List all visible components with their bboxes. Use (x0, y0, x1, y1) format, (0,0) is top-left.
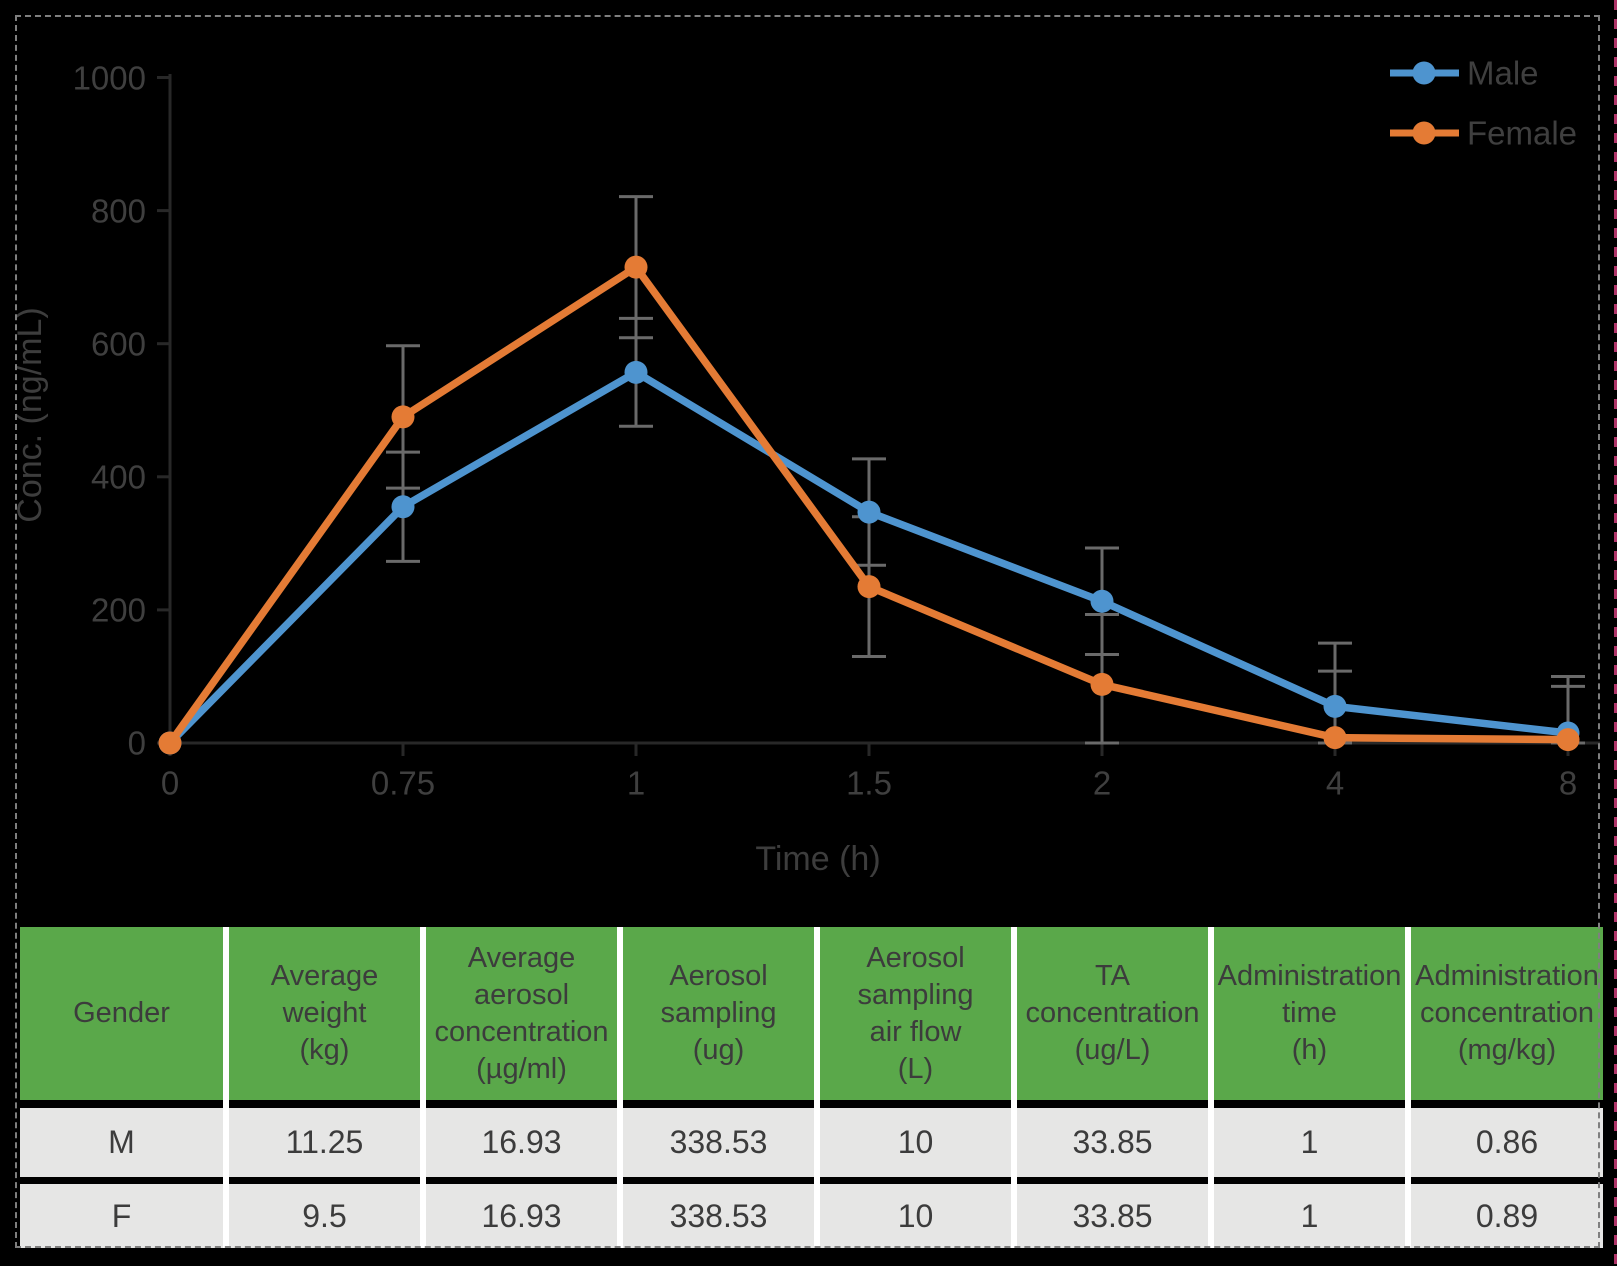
table-cell: 0.89 (1411, 1184, 1603, 1248)
female-legend-marker-icon (1412, 121, 1436, 145)
data-point-female (158, 731, 182, 755)
data-point-female (624, 255, 648, 279)
data-point-female (1090, 672, 1114, 696)
y-axis-title: Conc. (ng/mL) (11, 307, 49, 522)
table-cell: 16.93 (426, 1184, 617, 1248)
data-point-male (391, 495, 415, 519)
y-tick-label: 400 (91, 459, 146, 496)
table-cell: 10 (820, 1108, 1011, 1177)
data-point-male (1090, 589, 1114, 613)
header-cell: TA concentration (ug/L) (1017, 927, 1208, 1100)
male-legend-marker-icon (1412, 61, 1436, 85)
concentration-time-chart: 0 200 400 600 800 1000 0 0.75 1 1.5 2 4 … (11, 55, 1600, 878)
legend-label-male: Male (1467, 55, 1539, 92)
x-axis-title: Time (h) (755, 840, 880, 878)
column-separator (1405, 927, 1411, 1248)
header-cell: Administration concentration (mg/kg) (1411, 927, 1603, 1100)
header-cell: Gender (20, 927, 223, 1100)
table-cell: F (20, 1184, 223, 1248)
data-point-female (391, 405, 415, 429)
table-cell: 16.93 (426, 1108, 617, 1177)
header-cell: Average weight (kg) (229, 927, 420, 1100)
dosing-parameters-table: Gender Average weight (kg) Average aerosol… (20, 927, 1603, 1248)
header-cell: Administration time (h) (1214, 927, 1405, 1100)
table-cell: 338.53 (623, 1108, 814, 1177)
table-cell: 11.25 (229, 1108, 420, 1177)
y-tick-label: 1000 (73, 60, 146, 97)
x-tick-label: 1 (627, 765, 645, 802)
legend-entry-female: Female (1390, 115, 1577, 152)
table-cell: 33.85 (1017, 1184, 1208, 1248)
table-cell: 10 (820, 1184, 1011, 1248)
x-tick-label: 0 (161, 765, 179, 802)
table-cell: 1 (1214, 1108, 1405, 1177)
table-cell: 338.53 (623, 1184, 814, 1248)
x-tick-label: 0.75 (371, 765, 435, 802)
legend-label-female: Female (1467, 115, 1577, 152)
column-separator (617, 927, 623, 1248)
table-cell: 33.85 (1017, 1108, 1208, 1177)
y-tick-label: 800 (91, 193, 146, 230)
data-point-female (857, 575, 881, 599)
header-cell: Aerosol sampling air flow (L) (820, 927, 1011, 1100)
plot-area (157, 74, 1600, 756)
legend: Male Female (1390, 55, 1577, 152)
data-point-male (1323, 694, 1347, 718)
legend-entry-male: Male (1390, 55, 1539, 92)
table-cell: 0.86 (1411, 1108, 1603, 1177)
table-cell: 1 (1214, 1184, 1405, 1248)
x-tick-label: 1.5 (846, 765, 892, 802)
table-cell: M (20, 1108, 223, 1177)
column-separator (223, 927, 229, 1248)
header-cell: Average aerosol concentration (µg/ml) (426, 927, 617, 1100)
data-point-male (624, 360, 648, 384)
column-separator (420, 927, 426, 1248)
data-point-female (1556, 728, 1580, 752)
data-point-female (1323, 726, 1347, 750)
data-point-male (857, 500, 881, 524)
x-tick-label: 4 (1326, 765, 1344, 802)
x-tick-label: 8 (1559, 765, 1577, 802)
header-cell: Aerosol sampling (ug) (623, 927, 814, 1100)
y-tick-label: 600 (91, 326, 146, 363)
column-separator (1011, 927, 1017, 1248)
table-cell: 9.5 (229, 1184, 420, 1248)
column-separator (814, 927, 820, 1248)
y-tick-label: 0 (128, 725, 146, 762)
column-separator (1208, 927, 1214, 1248)
x-tick-label: 2 (1093, 765, 1111, 802)
y-tick-label: 200 (91, 592, 146, 629)
